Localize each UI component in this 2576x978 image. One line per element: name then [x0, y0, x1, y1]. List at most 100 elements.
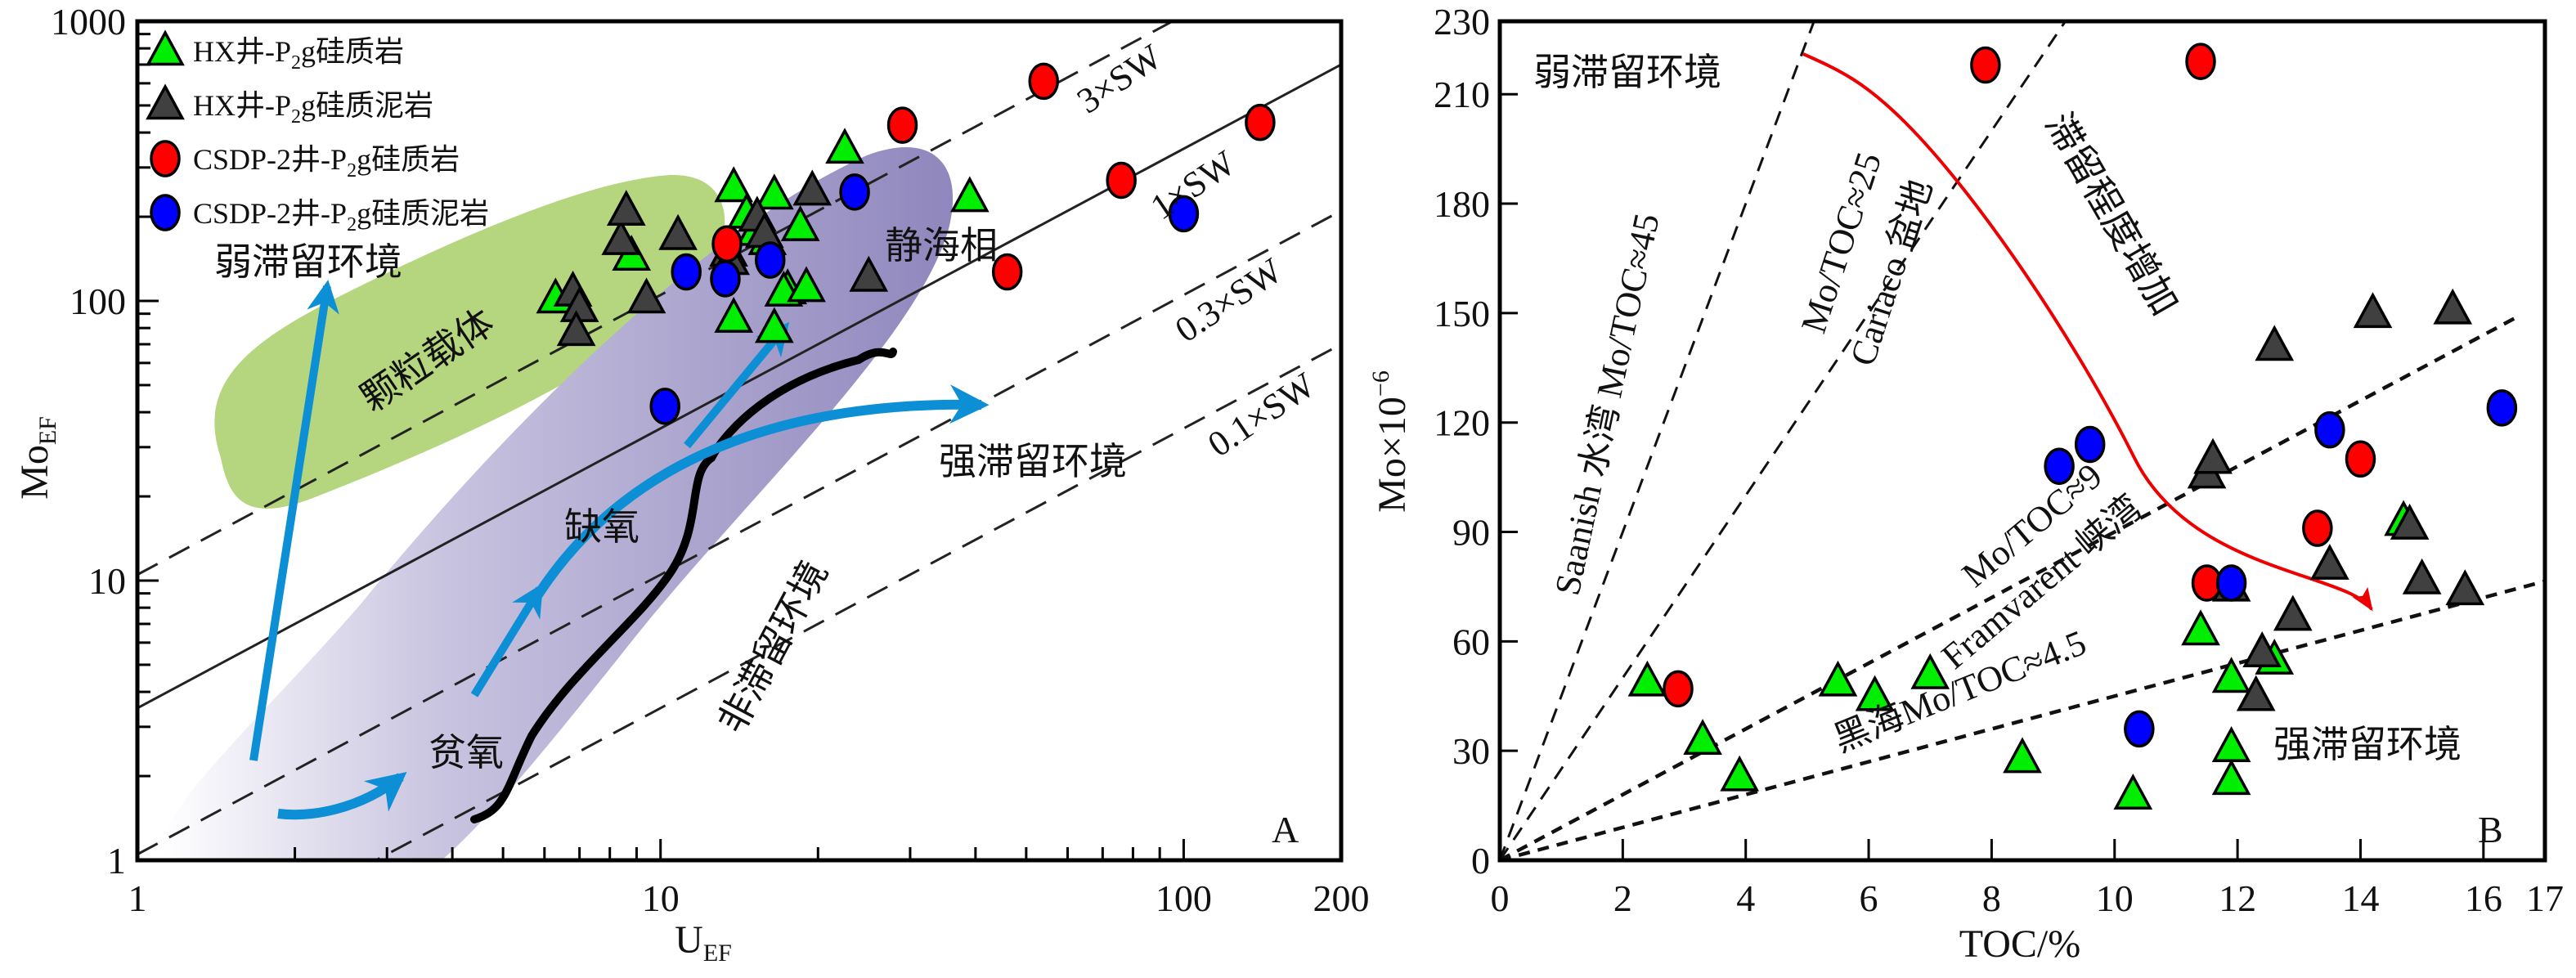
data-point [1663, 670, 1694, 708]
data-point [1720, 755, 1760, 792]
data-point [780, 204, 820, 241]
data-point [714, 297, 754, 333]
label-non-restricted: 非滞留环境 [711, 554, 836, 740]
data-point [556, 310, 596, 347]
panel-a-ticks: 1 10 100 200 1 10 100 1000 [51, 1, 1370, 919]
data-point [849, 255, 889, 292]
panel-a-points [536, 62, 1276, 425]
data-point [2273, 594, 2313, 631]
legend-marker-icon [146, 29, 185, 66]
y-tick-label: 210 [1434, 74, 1490, 115]
data-point [2113, 774, 2153, 810]
ratio-line [1500, 313, 2521, 860]
x-tick-label: 100 [1156, 877, 1212, 919]
data-point [2211, 759, 2251, 796]
data-point [2314, 410, 2345, 449]
y-tick-label: 100 [70, 280, 126, 322]
label-b-strong-restriction: 强滞留环境 [2273, 724, 2462, 765]
x-tick-label: 10 [642, 877, 680, 919]
data-point [2236, 675, 2276, 711]
y-tick-label: 30 [1452, 730, 1490, 772]
ratio-line [1500, 21, 1815, 860]
data-point [2486, 389, 2518, 427]
reference-line-0.3×SW [137, 209, 1341, 856]
data-point [754, 307, 794, 343]
reference-line-3×SW [137, 21, 1176, 576]
data-point [2124, 710, 2155, 748]
data-point [671, 253, 702, 291]
y-tick-label: 150 [1434, 293, 1490, 334]
data-point [949, 176, 990, 213]
data-point [2211, 657, 2251, 693]
panel-a-y-axis-title: MoEF [13, 416, 61, 500]
reference-line-label: 0.3×SW [1168, 250, 1290, 350]
data-point [1627, 660, 1667, 697]
data-point [792, 169, 832, 206]
x-tick-label: 16 [2465, 877, 2502, 919]
data-point [601, 218, 641, 255]
region-euxinic [161, 147, 954, 860]
y-tick-label: 180 [1434, 183, 1490, 225]
data-point [1855, 675, 1895, 711]
data-point [658, 213, 698, 250]
label-b-weak-restriction: 弱滞留环境 [1533, 52, 1721, 93]
data-point [2215, 564, 2247, 602]
panel-a: 1 10 100 200 1 10 100 1000 HX井-P2g硅质岩 HX井-P2g硅质泥… [13, 1, 1370, 967]
panel-b-reference-lines [1500, 21, 2545, 860]
x-tick-label: 12 [2219, 877, 2256, 919]
data-point [2402, 558, 2442, 594]
label-euxinic: 静海相 [885, 225, 998, 267]
data-point [1970, 46, 2001, 84]
data-point [886, 106, 918, 144]
label-saanich: Saanish 水湾 Mo/TOC≈45 [1547, 210, 1667, 599]
y-tick-label: 230 [1434, 1, 1490, 43]
data-point [1245, 103, 1276, 141]
legend-marker-icon [146, 83, 185, 120]
data-point [606, 190, 646, 227]
data-point [2255, 325, 2295, 361]
y-tick-label: 60 [1452, 621, 1490, 662]
data-point [2074, 425, 2106, 464]
panel-a-x-axis-title: UEF [675, 918, 732, 967]
data-point [839, 173, 870, 211]
data-point [1910, 653, 1950, 689]
data-point [1818, 660, 1858, 697]
x-tick-label: 200 [1313, 877, 1370, 919]
x-tick-label: 10 [2096, 877, 2134, 919]
x-tick-label: 17 [2526, 877, 2564, 919]
panel-b-x-axis-title: TOC/% [1959, 922, 2080, 966]
legend-marker-icon [150, 194, 181, 231]
data-point [991, 253, 1023, 291]
data-point [2242, 631, 2282, 667]
legend-entry: CSDP-2井-P2g硅质岩 [193, 143, 460, 182]
data-point [787, 266, 826, 303]
data-point [2345, 440, 2376, 478]
x-tick-label: 4 [1736, 877, 1755, 919]
data-point [1168, 195, 1200, 233]
label-anoxic: 缺氧 [564, 506, 640, 548]
arrow-weak-restriction-icon [249, 280, 339, 761]
x-tick-label: 0 [1491, 877, 1510, 919]
data-point [2185, 43, 2216, 80]
data-point [1106, 161, 1137, 200]
data-point [2445, 569, 2485, 606]
data-point [2390, 503, 2430, 540]
reference-line-0.1×SW [373, 343, 1341, 860]
x-tick-label: 1 [128, 877, 147, 919]
panel-b-y-axis-title: Mo×10−6 [1367, 370, 1414, 513]
y-tick-label: 10 [88, 560, 126, 602]
data-point [626, 277, 666, 314]
data-point [2353, 292, 2393, 329]
data-point [714, 166, 754, 203]
x-tick-label: 8 [1982, 877, 2001, 919]
label-weak-restriction: 弱滞留环境 [214, 241, 402, 283]
panel-a-frame [135, 19, 1344, 863]
label-strong-restriction: 强滞留环境 [939, 441, 1127, 482]
data-point [2211, 726, 2251, 762]
panel-b: 0 2 4 6 8 10 12 14 16 17 0 30 60 90 120 150 180 210 230 TO… [1367, 1, 2564, 966]
y-tick-label: 1000 [51, 1, 126, 43]
panel-b-plot-area [1500, 21, 2545, 860]
panel-b-frame [1497, 19, 2547, 863]
data-point [649, 388, 680, 425]
